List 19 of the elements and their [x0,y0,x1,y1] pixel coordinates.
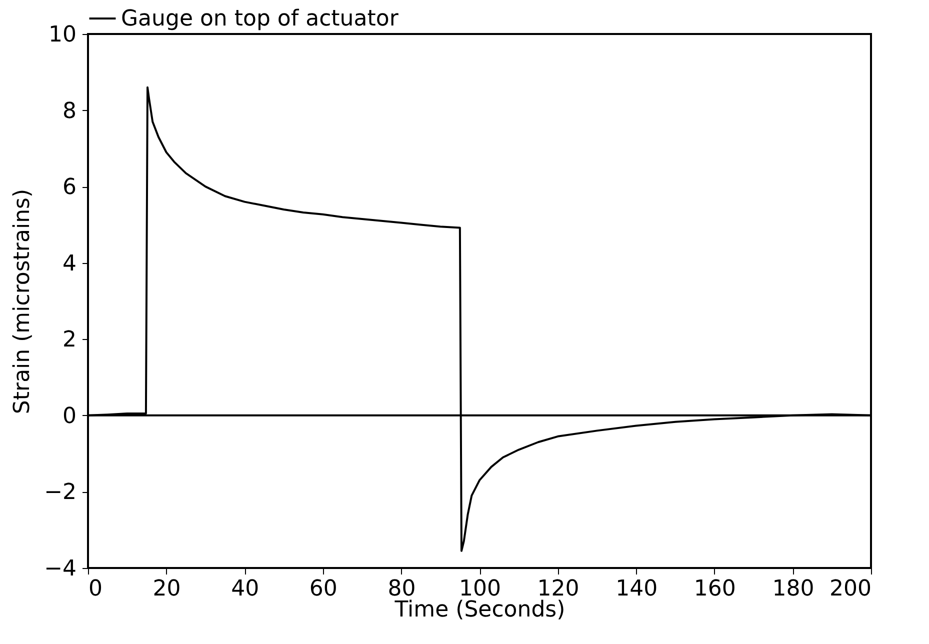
y-tick-label: −2 [44,480,76,506]
y-axis-title: Strain (microstrains) [10,188,36,414]
x-tick-label: 60 [309,576,338,602]
x-axis-title: Time (Seconds) [394,598,566,622]
y-tick-label: 0 [62,404,76,429]
y-tick-label: −4 [44,556,76,582]
x-tick-label: 0 [88,576,102,602]
x-tick-label: 140 [616,576,658,602]
y-tick-label: 6 [62,175,76,200]
x-tick-label: 20 [152,576,181,602]
x-tick-label: 160 [694,576,736,602]
y-tick-label: 8 [62,98,76,124]
y-tick-label: 2 [62,328,76,353]
y-tick-label: 10 [48,22,76,48]
x-tick-label: 40 [231,576,260,602]
x-tick-label: 180 [772,576,814,602]
y-tick-label: 4 [62,251,76,276]
legend-label: Gauge on top of actuator [121,6,400,32]
x-tick-label: 200 [830,576,872,602]
